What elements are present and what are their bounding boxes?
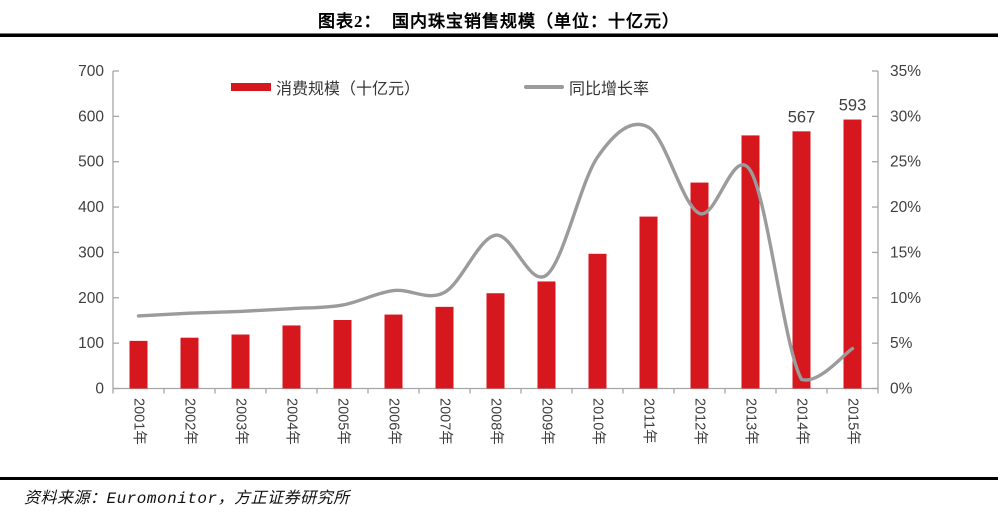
x-axis-category-label: 2006年 — [386, 398, 403, 445]
x-axis-category-label: 2011年 — [641, 398, 658, 444]
right-axis-tick-label: 30% — [890, 108, 921, 125]
bar-2011年 — [639, 216, 658, 389]
x-axis-category-label: 2002年 — [182, 398, 199, 445]
right-axis-tick-label: 25% — [890, 154, 921, 171]
bar-2008年 — [486, 293, 505, 389]
bar-2009年 — [537, 281, 556, 389]
right-axis-tick-label: 15% — [890, 244, 921, 261]
right-axis-tick-label: 5% — [890, 335, 913, 352]
bar-value-label: 593 — [839, 97, 867, 115]
x-axis-category-label: 2001年 — [131, 398, 148, 445]
x-axis-category-label: 2009年 — [539, 398, 556, 445]
bar-2003年 — [231, 334, 250, 389]
footer-divider — [0, 477, 998, 480]
bar-2013年 — [741, 135, 760, 389]
bar-2006年 — [384, 314, 403, 389]
bar-series-swatch — [231, 83, 271, 91]
bar-2004年 — [282, 325, 301, 389]
left-axis-tick-label: 200 — [78, 290, 104, 307]
left-axis-tick-label: 400 — [78, 199, 104, 216]
left-axis-tick-label: 600 — [78, 108, 104, 125]
bar-2001年 — [129, 340, 148, 389]
line-series-swatch — [524, 85, 564, 89]
bar-2015年 — [843, 119, 862, 389]
legend-item-line-series: 同比增长率 — [524, 78, 650, 98]
legend-label-bar-series: 消费规模（十亿元） — [276, 81, 421, 98]
right-axis-tick-label: 20% — [890, 199, 921, 216]
left-axis-tick-label: 100 — [78, 335, 104, 352]
x-axis-category-label: 2007年 — [437, 398, 454, 445]
legend-label-line-series: 同比增长率 — [569, 81, 650, 98]
x-axis-category-label: 2003年 — [233, 398, 250, 445]
bar-2002年 — [180, 337, 199, 389]
title-divider — [0, 33, 998, 37]
left-axis-tick-label: 0 — [95, 381, 104, 398]
bar-2007年 — [435, 306, 454, 389]
bar-2005年 — [333, 320, 352, 389]
chart-title: 图表2： 国内珠宝销售规模（单位：十亿元） — [318, 12, 680, 31]
x-axis-category-label: 2008年 — [488, 398, 505, 445]
source-note: 资料来源：Euromonitor，方正证券研究所 — [24, 490, 350, 508]
x-axis-category-label: 2005年 — [335, 398, 352, 445]
x-axis-category-label: 2015年 — [845, 398, 862, 445]
x-axis-category-label: 2004年 — [284, 398, 301, 445]
x-axis-category-label: 2012年 — [692, 398, 709, 445]
bar-2014年 — [792, 131, 811, 389]
x-axis-category-label: 2010年 — [590, 398, 607, 445]
left-axis-tick-label: 700 — [78, 63, 104, 80]
bar-2010年 — [588, 253, 607, 389]
legend-item-bar-series: 消费规模（十亿元） — [231, 78, 421, 98]
growth-rate-line — [136, 122, 855, 382]
right-axis-tick-label: 0% — [890, 381, 913, 398]
right-axis-tick-label: 35% — [890, 63, 921, 80]
right-axis-tick-label: 10% — [890, 290, 921, 307]
bar-value-label: 567 — [788, 108, 816, 126]
left-axis-tick-label: 500 — [78, 154, 104, 171]
x-axis-category-label: 2014年 — [794, 398, 811, 445]
left-axis-tick-label: 300 — [78, 244, 104, 261]
bar-2012年 — [690, 182, 709, 389]
x-axis-category-label: 2013年 — [743, 398, 760, 445]
